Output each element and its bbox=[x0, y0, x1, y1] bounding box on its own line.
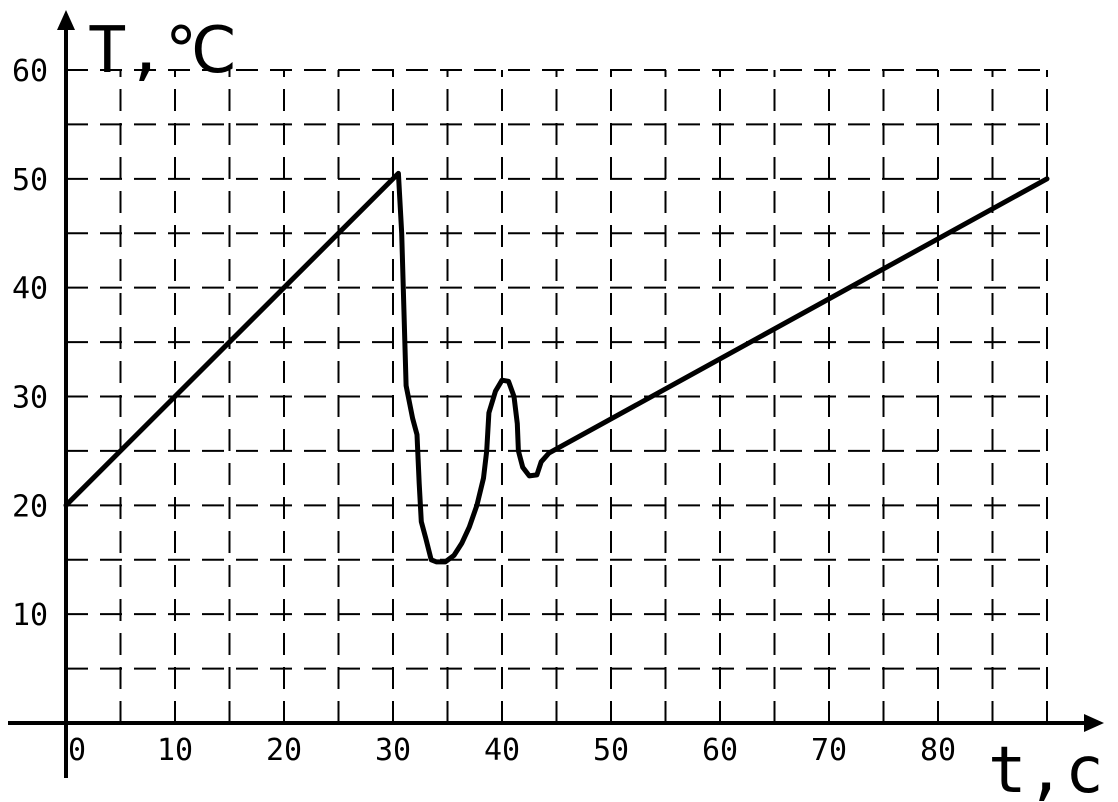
x-tick-label: 0 bbox=[68, 733, 86, 768]
x-axis-arrowhead bbox=[1084, 714, 1104, 732]
axes bbox=[8, 10, 1104, 778]
x-tick-label: 40 bbox=[484, 733, 520, 768]
series-line bbox=[63, 170, 1050, 565]
series-group bbox=[63, 170, 1050, 565]
x-axis-title: t,c bbox=[988, 734, 1104, 802]
y-tick-labels: 10 20 30 40 50 60 bbox=[12, 54, 48, 633]
y-axis-arrowhead bbox=[57, 10, 75, 30]
y-tick-label: 30 bbox=[12, 381, 48, 416]
y-tick-label: 40 bbox=[12, 272, 48, 307]
y-tick-label: 20 bbox=[12, 489, 48, 524]
y-tick-label: 50 bbox=[12, 163, 48, 198]
x-tick-label: 10 bbox=[157, 733, 193, 768]
x-tick-label: 70 bbox=[811, 733, 847, 768]
grid bbox=[66, 69, 1048, 723]
y-axis-title: T,℃ bbox=[88, 14, 237, 88]
x-tick-label: 20 bbox=[266, 733, 302, 768]
x-tick-label: 60 bbox=[702, 733, 738, 768]
x-tick-labels: 0 10 20 30 40 50 60 70 80 bbox=[68, 733, 956, 768]
x-tick-label: 50 bbox=[593, 733, 629, 768]
x-tick-label: 30 bbox=[375, 733, 411, 768]
y-tick-label: 10 bbox=[12, 598, 48, 633]
x-tick-label: 80 bbox=[920, 733, 956, 768]
y-tick-label: 60 bbox=[12, 54, 48, 89]
